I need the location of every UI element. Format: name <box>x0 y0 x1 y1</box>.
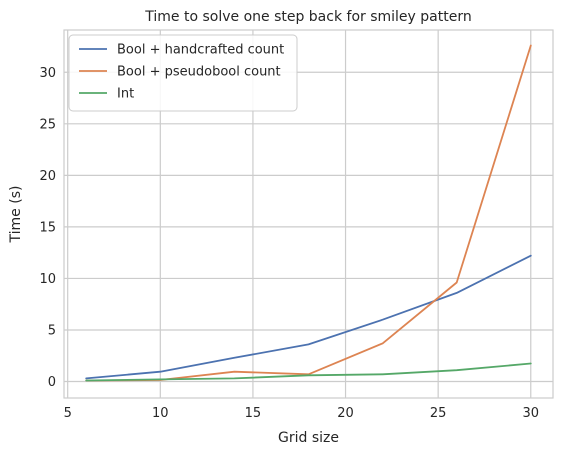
y-tick-labels: 0 5 10 15 20 25 30 <box>39 66 56 390</box>
legend-label: Int <box>117 87 134 102</box>
plot-area-frame <box>63 29 554 399</box>
x-axis-title: Grid size <box>278 430 339 446</box>
y-tick-label: 0 <box>48 375 56 390</box>
x-tick-label: 30 <box>522 406 539 421</box>
legend-label: Bool + handcrafted count <box>117 43 284 58</box>
y-tick-label: 10 <box>39 272 56 287</box>
x-tick-labels: 5 10 15 20 25 30 <box>64 406 539 421</box>
x-tick-label: 10 <box>152 406 169 421</box>
x-tick-label: 5 <box>64 406 72 421</box>
y-tick-label: 5 <box>48 323 56 338</box>
y-tick-label: 15 <box>39 220 56 235</box>
legend-box <box>68 34 298 112</box>
series-lines <box>85 44 532 382</box>
y-axis-title: Time (s) <box>8 186 24 244</box>
legend: Bool + handcrafted count Bool + pseudoboo… <box>68 34 298 112</box>
chart-title: Time to solve one step back for smiley p… <box>144 9 471 25</box>
x-tick-label: 20 <box>337 406 354 421</box>
y-tick-label: 30 <box>39 66 56 81</box>
y-tick-label: 20 <box>39 169 56 184</box>
x-tick-label: 15 <box>245 406 262 421</box>
y-tick-label: 25 <box>39 117 56 132</box>
legend-label: Bool + pseudobool count <box>117 65 281 80</box>
series-line-2 <box>85 362 532 382</box>
series-line-0 <box>85 254 532 380</box>
x-tick-label: 25 <box>430 406 447 421</box>
